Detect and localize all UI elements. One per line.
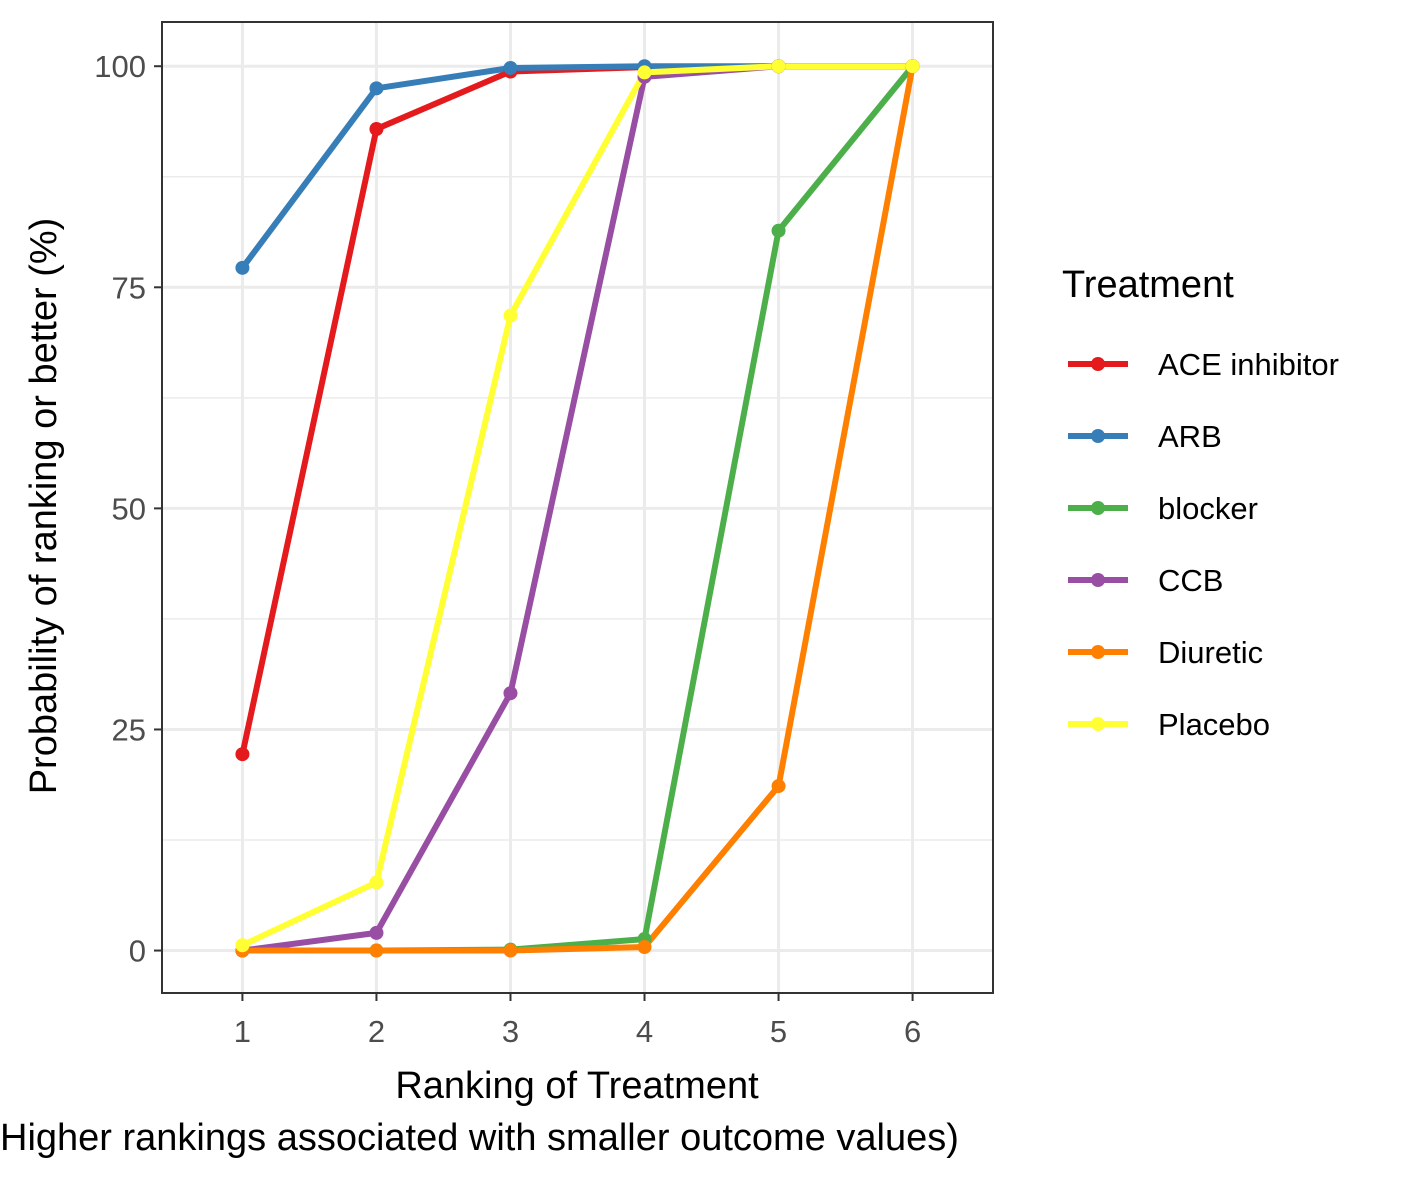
legend-label: ARB bbox=[1158, 419, 1222, 454]
series-point-1 bbox=[369, 81, 384, 96]
series-point-5 bbox=[637, 65, 652, 80]
x-tick-label: 2 bbox=[368, 1014, 385, 1049]
series-point-4 bbox=[369, 943, 384, 958]
series-point-3 bbox=[503, 686, 518, 701]
series-point-5 bbox=[905, 59, 920, 74]
series-point-0 bbox=[369, 122, 384, 137]
legend-label: blocker bbox=[1158, 491, 1258, 526]
x-axis-title: Ranking of Treatment bbox=[395, 1065, 759, 1107]
y-tick-label: 50 bbox=[112, 491, 146, 526]
series-point-4 bbox=[503, 943, 518, 958]
y-tick-label: 25 bbox=[112, 712, 146, 747]
series-point-5 bbox=[503, 308, 518, 323]
legend-key-point bbox=[1091, 429, 1105, 443]
series-line-5 bbox=[241, 63, 913, 948]
x-tick-label: 3 bbox=[502, 1014, 519, 1049]
legend-label: CCB bbox=[1158, 563, 1223, 598]
series-point-3 bbox=[369, 925, 384, 940]
legend: Treatment ACE inhibitor ARB blocker CCB Diur… bbox=[1062, 264, 1339, 742]
series-point-4 bbox=[771, 779, 786, 794]
x-tick-label: 6 bbox=[904, 1014, 921, 1049]
series-point-0 bbox=[235, 747, 250, 762]
y-axis-title: Probability of ranking or better (%) bbox=[23, 218, 65, 795]
series-line-4 bbox=[242, 65, 916, 954]
series-point-5 bbox=[771, 59, 786, 74]
plot-area: 0 25 50 75 100 1 2 3 4 5 6 bbox=[94, 21, 994, 1049]
legend-items: ACE inhibitor ARB blocker CCB Diuretic Placeb… bbox=[1068, 347, 1339, 742]
series-point-1 bbox=[235, 260, 250, 275]
series-point-5 bbox=[369, 875, 384, 890]
y-tick-label: 100 bbox=[94, 49, 146, 84]
series-point-2 bbox=[771, 223, 786, 238]
legend-key-point bbox=[1091, 357, 1105, 371]
legend-key-point bbox=[1091, 501, 1105, 515]
series-point-1 bbox=[503, 60, 518, 75]
legend-label: Placebo bbox=[1158, 707, 1270, 742]
legend-key-point bbox=[1091, 645, 1105, 659]
y-tick-label: 0 bbox=[129, 934, 146, 969]
legend-key-point bbox=[1091, 717, 1105, 731]
series-point-5 bbox=[235, 938, 250, 953]
y-tick-label: 75 bbox=[112, 270, 146, 305]
legend-title: Treatment bbox=[1062, 264, 1234, 306]
x-tick-label: 1 bbox=[234, 1014, 251, 1049]
x-tick-label: 4 bbox=[636, 1014, 653, 1049]
x-tick-label: 5 bbox=[770, 1014, 787, 1049]
x-axis-subtitle: Higher rankings associated with smaller … bbox=[0, 1117, 959, 1159]
series-point-4 bbox=[637, 940, 652, 955]
legend-label: Diuretic bbox=[1158, 635, 1263, 670]
legend-label: ACE inhibitor bbox=[1158, 347, 1339, 382]
legend-key-point bbox=[1091, 573, 1105, 587]
